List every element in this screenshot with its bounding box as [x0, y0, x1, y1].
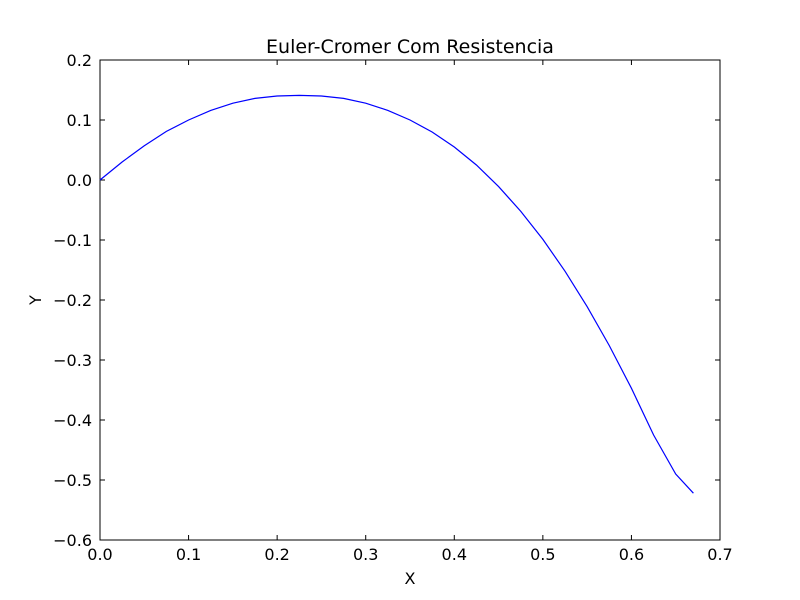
x-tick-label: 0.6 [619, 545, 644, 564]
y-tick-label: −0.5 [53, 471, 92, 490]
x-tick-label: 0.2 [264, 545, 289, 564]
y-tick-label: 0.2 [67, 51, 92, 70]
y-tick-label: −0.3 [53, 351, 92, 370]
chart-title: Euler-Cromer Com Resistencia [266, 36, 554, 58]
x-axis-label: X [405, 569, 416, 588]
plot-area: 0.0 0.1 0.2 0.3 0.4 0.5 0.6 0.7 −0.6−0.5−0.4−0.… [53, 51, 733, 564]
x-tick-label: 0.3 [353, 545, 378, 564]
y-tick-label: −0.6 [53, 531, 92, 550]
series-layer [99, 94, 694, 494]
y-axis-label: Y [26, 295, 45, 306]
axes-frame [99, 59, 721, 541]
y-tick-label: 0.0 [67, 171, 92, 190]
x-tick-label: 0.1 [176, 545, 201, 564]
y-tick-label: 0.1 [67, 111, 92, 130]
y-tick-label: −0.4 [53, 411, 92, 430]
x-axis: 0.0 0.1 0.2 0.3 0.4 0.5 0.6 0.7 [87, 60, 733, 564]
y-tick-label: −0.1 [53, 231, 92, 250]
y-axis: −0.6 −0.5 −0.4 −0.3 −0.2 −0.1 0.0 0.1 0.2 [53, 51, 720, 550]
x-tick-label: 0.7 [707, 545, 732, 564]
x-tick-label: 0.0 [87, 545, 112, 564]
x-tick-label: 0.5 [530, 545, 555, 564]
y-tick-label: −0.2 [53, 291, 92, 310]
series-line [99, 94, 694, 494]
x-tick-label: 0.4 [442, 545, 467, 564]
